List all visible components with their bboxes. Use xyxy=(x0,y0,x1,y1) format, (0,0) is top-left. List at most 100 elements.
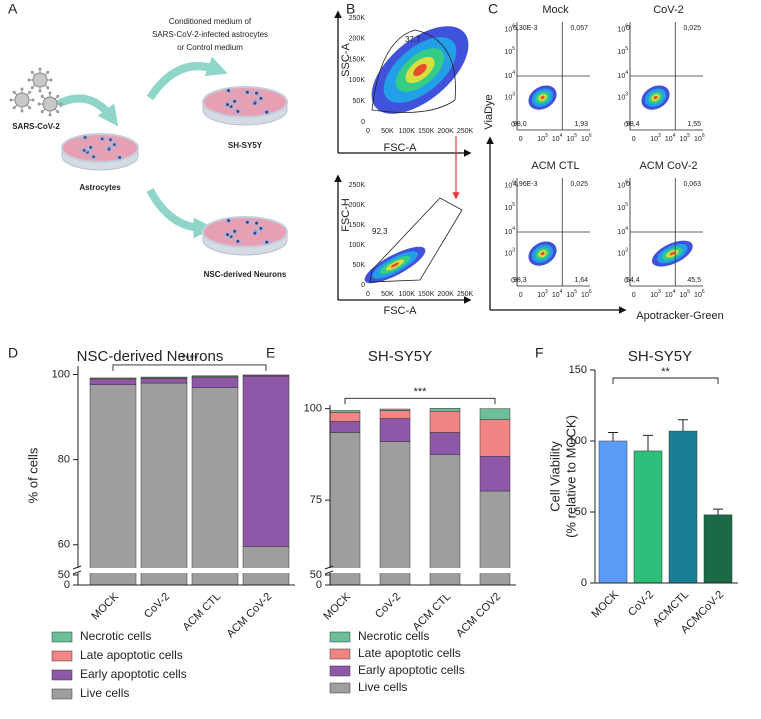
tick-label: 0 xyxy=(632,136,636,143)
x-tick-label: CoV-2 xyxy=(373,591,403,621)
bar xyxy=(633,450,663,584)
legend-swatch xyxy=(51,631,73,643)
tick-base: 10 xyxy=(617,205,625,212)
plot-title: ACM CTL xyxy=(531,160,579,172)
legend-swatch xyxy=(329,648,351,660)
tick-exponent: 4 xyxy=(625,226,628,232)
bar-segment xyxy=(429,432,461,455)
quadrant-value: 0,063 xyxy=(683,181,701,188)
tick-exponent: 4 xyxy=(625,70,628,76)
cell-nucleus xyxy=(259,96,263,100)
bar-segment xyxy=(429,408,461,412)
virus-spike-tip xyxy=(12,90,16,94)
tick-label: 104 xyxy=(552,289,563,299)
virus-spike-tip xyxy=(20,87,24,91)
tick-label: 105 xyxy=(679,133,690,143)
tick-label: 106 xyxy=(581,133,592,143)
tick-exponent: 4 xyxy=(560,289,563,295)
axis-label: FSC-A xyxy=(384,142,418,154)
legend-swatch xyxy=(51,688,73,700)
tick-label: 103 xyxy=(617,248,628,258)
cell-nucleus xyxy=(226,103,230,107)
y-tick-label: 100K xyxy=(349,77,366,84)
virus-spike-tip xyxy=(30,70,34,74)
tick-label: 106 xyxy=(581,289,592,299)
tick-label: 106 xyxy=(504,24,515,34)
quadrant-value: 0,025 xyxy=(570,181,588,188)
diagram-caption: Conditioned medium of xyxy=(169,17,252,26)
tick-label: 103 xyxy=(504,248,515,258)
density-layer xyxy=(653,95,658,100)
panel-label: C xyxy=(488,1,498,17)
diagram-label: Astrocytes xyxy=(79,183,121,192)
axis-label: ViaDye xyxy=(483,94,495,129)
flow-arrow xyxy=(146,56,228,101)
x-tick-label: 50K xyxy=(381,128,394,135)
panel-label: B xyxy=(346,1,355,17)
y-tick-label: 50K xyxy=(353,98,366,105)
tick-exponent: 6 xyxy=(512,180,515,186)
bar xyxy=(703,514,733,584)
y-tick-label: 150K xyxy=(349,222,366,229)
tick-base: 10 xyxy=(581,136,589,143)
x-tick-label: MOCK xyxy=(589,588,621,620)
error-bar xyxy=(608,431,618,441)
tick-exponent: 6 xyxy=(702,289,705,295)
axis-break-mark xyxy=(324,565,334,575)
quadrant-value: 0,025 xyxy=(683,25,701,32)
cell-nucleus xyxy=(227,89,231,93)
virus xyxy=(42,96,58,112)
bar-segment xyxy=(242,546,290,586)
cell-nucleus xyxy=(108,138,112,142)
tick-base: 10 xyxy=(504,73,512,80)
tick-exponent: 6 xyxy=(625,180,628,186)
y-tick-label: 80 xyxy=(58,454,70,466)
cell-nucleus xyxy=(245,220,249,224)
cell-nucleus xyxy=(253,231,257,235)
diagram-caption: SARS-CoV-2-infected astrocytes xyxy=(152,30,268,39)
axis-label: FSC-A xyxy=(384,305,418,317)
axis-break xyxy=(324,568,516,573)
virus-spike-tip xyxy=(37,102,41,106)
x-tick-label: ACM CTL xyxy=(181,591,224,634)
cell-nucleus xyxy=(236,239,240,243)
axis-break xyxy=(327,568,333,573)
diagram-label: SARS-CoV-2 xyxy=(12,122,60,131)
x-tick-label: 200K xyxy=(437,291,454,298)
y-tick-label: 100 xyxy=(52,368,70,380)
cell-nucleus xyxy=(118,155,122,159)
quadrant-value: 0,057 xyxy=(570,25,588,32)
y-tick-label: 60 xyxy=(58,539,70,551)
x-tick-label: 150K xyxy=(418,291,435,298)
tick-label: 0 xyxy=(511,121,515,128)
tick-base: 10 xyxy=(552,136,560,143)
x-tick-label: 150K xyxy=(418,128,435,135)
bar-segment xyxy=(329,421,361,433)
tick-base: 10 xyxy=(504,26,512,33)
panel-label: F xyxy=(535,345,544,361)
tick-base: 10 xyxy=(504,49,512,56)
tick-label: 0 xyxy=(519,136,523,143)
axis-break xyxy=(75,568,81,573)
diagram-caption: or Control medium xyxy=(177,43,243,52)
tick-exponent: 6 xyxy=(702,133,705,139)
tick-base: 10 xyxy=(566,292,574,299)
y-tick-label: 100 xyxy=(569,435,587,447)
tick-exponent: 5 xyxy=(512,47,515,53)
dish-top xyxy=(202,216,288,248)
significance-label: *** xyxy=(414,386,428,398)
tick-label: 105 xyxy=(679,289,690,299)
tick-base: 10 xyxy=(504,250,512,257)
quadrant-value: 4,96E-3 xyxy=(513,181,538,188)
y-tick-label: 0 xyxy=(361,119,365,126)
legend-label: Live cells xyxy=(358,680,407,694)
virus-spike-tip xyxy=(28,106,32,110)
error-bar xyxy=(713,508,723,515)
tick-base: 10 xyxy=(581,292,589,299)
cell-nucleus xyxy=(255,91,259,95)
tick-label: 103 xyxy=(650,133,661,143)
y-tick-label: 0 xyxy=(361,282,365,289)
cell-nucleus xyxy=(227,219,231,223)
tick-label: 104 xyxy=(504,70,515,80)
bar-segment xyxy=(140,376,188,379)
